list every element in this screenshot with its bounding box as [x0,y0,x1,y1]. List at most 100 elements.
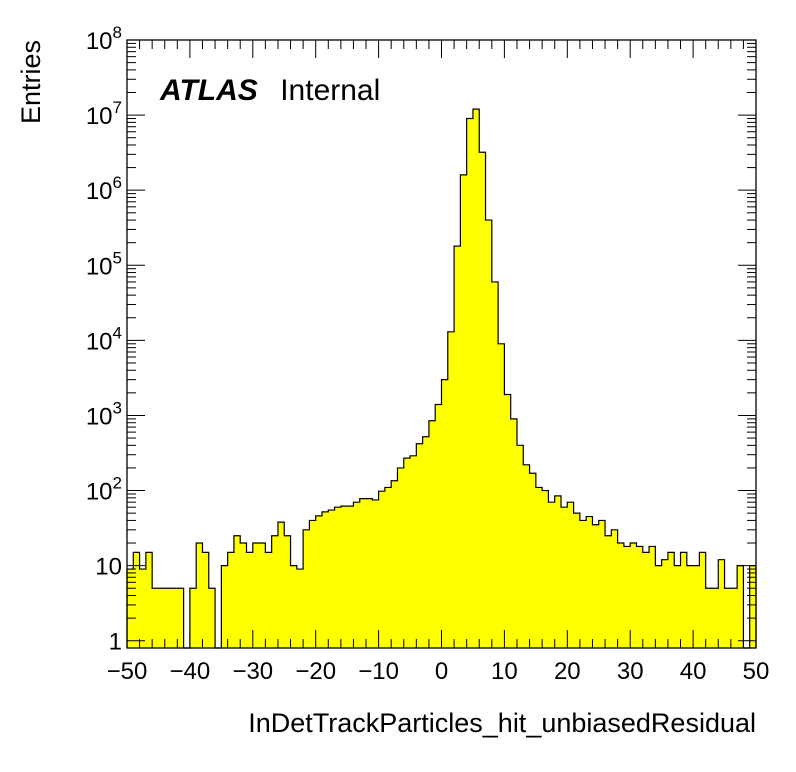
histogram-bar [196,543,203,648]
histogram-bar [718,559,725,648]
histogram-bar [667,552,675,648]
histogram-bar [202,552,210,648]
histogram-bar [246,552,254,648]
histogram-bar [529,473,537,648]
histogram-bar [642,552,650,648]
histogram-bar [586,516,593,648]
histogram-bar [504,394,512,648]
histogram-bar [561,507,568,648]
histogram-bar [491,281,499,648]
histogram-bar [523,464,530,648]
histogram-bar [353,502,361,648]
histogram-bar [630,543,637,648]
histogram-bar [674,565,681,648]
histogram-bar [397,467,405,648]
y-tick-labels: 1 10 102 103 104 105 106 107 108 [86,23,122,656]
histogram-bar [680,552,688,648]
histogram-bar [328,510,335,648]
histogram-bar [737,565,744,648]
histogram-bar [605,535,612,648]
x-tick-label: −20 [295,658,336,685]
histogram-bar [542,490,549,648]
histogram-bar [598,520,606,648]
histogram-bar [447,331,455,648]
y-axis-title: Entries [16,40,46,124]
histogram-bar [227,552,235,648]
histogram-outline [126,108,757,649]
histogram-bar [655,565,663,648]
histogram-bar [649,546,656,648]
histogram-bars [126,108,757,649]
histogram-bar [705,588,713,648]
histogram-bar [416,443,424,648]
x-tick-label: −30 [232,658,273,685]
histogram-bar [516,445,524,648]
histogram-bar [271,535,279,648]
histogram-bar [730,588,738,648]
histogram-bar [240,543,247,648]
y-tick-label: 102 [86,474,122,506]
histogram-bar [189,588,197,648]
histogram-bar [252,543,260,648]
histogram-bar [592,524,600,648]
histogram-bar [321,511,329,648]
histogram-bar [636,546,644,648]
histogram-bar [403,458,411,648]
histogram-bar [410,455,417,648]
histogram-bar [611,529,619,648]
histogram-bar [164,588,172,648]
y-tick-label: 1 [109,629,122,656]
axis-ticks [126,39,757,648]
atlas-bold-label: ATLAS [159,74,258,107]
x-tick-label: 20 [554,658,581,685]
histogram-bar [259,543,266,648]
histogram-bar [315,515,323,648]
histogram-bar [435,404,442,648]
y-tick-label: 105 [86,248,122,280]
y-tick-label: 104 [86,323,122,355]
histogram-bar [567,502,574,648]
histogram-bar [749,565,757,648]
histogram-bar [359,498,367,648]
histogram-bar [454,246,461,648]
histogram-bar [171,588,178,648]
histogram-bar [158,588,166,648]
histogram-bar [334,507,342,648]
histogram-bar [441,379,449,648]
histogram-bar [127,569,134,648]
x-axis-title: InDetTrackParticles_hit_unbiasedResidual [248,708,756,738]
y-tick-label: 106 [86,173,122,205]
histogram-bar [366,498,373,648]
histogram-bar [177,588,185,648]
histogram-bar [303,529,310,648]
x-tick-label: 10 [491,658,518,685]
histogram-bar [617,543,625,648]
histogram-bar [208,588,216,648]
histogram-bar [724,588,732,648]
x-tick-label: −50 [107,658,148,685]
histogram-bar [510,418,518,648]
histogram-bar [428,420,436,648]
histogram-bar [699,552,707,648]
y-tick-label: 103 [86,398,122,430]
y-tick-label: 108 [86,23,122,55]
histogram-bar [384,487,392,648]
histogram-bar [422,436,430,648]
histogram-bar [485,220,493,648]
histogram-bar [347,506,354,648]
histogram-bar [139,569,147,648]
x-tick-label: 40 [680,658,707,685]
x-tick-label: 0 [435,658,448,685]
histogram-bar [221,565,229,648]
histogram-bar [309,520,317,648]
histogram-bar [498,343,505,648]
histogram-bar [152,588,159,648]
histogram-bar [290,565,298,648]
histogram-bar [378,491,386,648]
y-tick-label: 107 [86,98,122,130]
y-tick-label: 10 [95,554,122,581]
histogram-bar [284,535,291,648]
x-tick-label: 30 [617,658,644,685]
histogram-bar [233,535,241,648]
